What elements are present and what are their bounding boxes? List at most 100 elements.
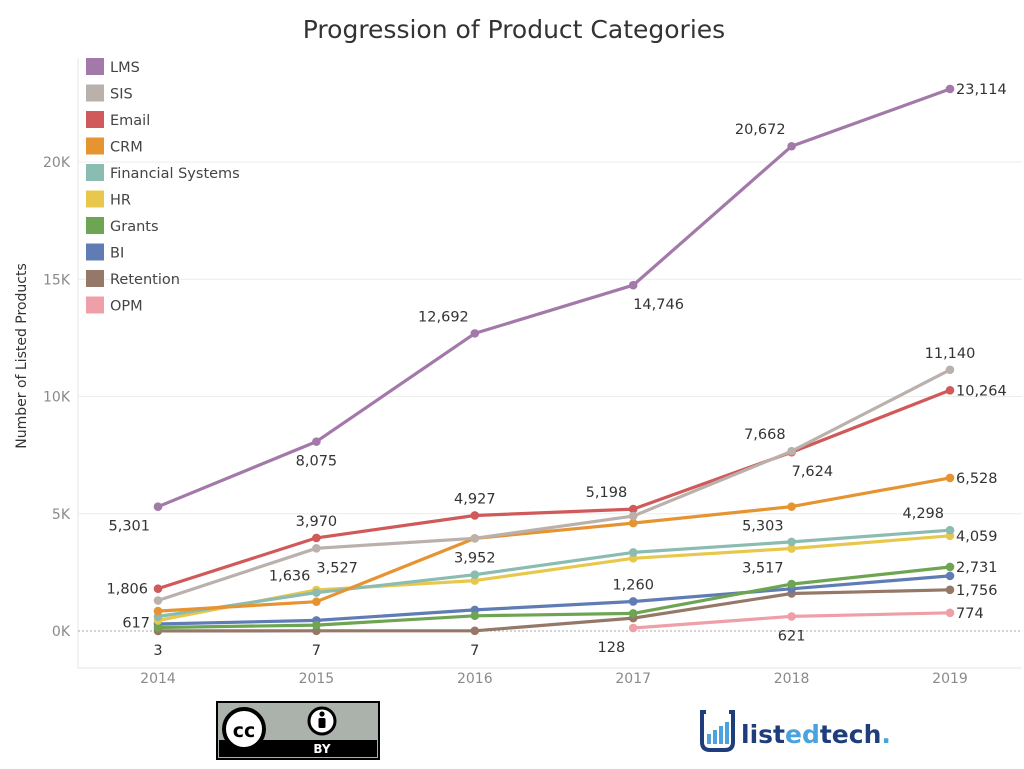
data-point xyxy=(470,329,480,338)
data-label: 6,528 xyxy=(956,471,998,487)
data-point xyxy=(312,533,321,543)
data-label: 3,952 xyxy=(454,550,496,566)
data-point xyxy=(153,502,163,511)
data-label: 3,970 xyxy=(296,514,338,530)
data-point xyxy=(945,365,955,375)
data-point xyxy=(312,588,321,597)
legend-label: CRM xyxy=(110,140,143,156)
legend-swatch xyxy=(86,111,104,128)
legend-item-grants: Grants xyxy=(86,217,159,235)
legend-item-retention: Retention xyxy=(86,270,180,288)
series-line-bi xyxy=(156,574,952,626)
legend-item-crm: CRM xyxy=(86,137,143,156)
legend: LMS SIS Email CRM Financial Systems HR Grants B… xyxy=(86,58,240,315)
data-point xyxy=(153,584,163,593)
data-label: 12,692 xyxy=(418,309,469,325)
series-line-grants xyxy=(156,565,952,630)
data-point xyxy=(628,597,638,606)
data-label: 1,260 xyxy=(612,577,654,593)
data-label: 5,198 xyxy=(586,485,628,501)
series-line-sis xyxy=(156,368,952,603)
legend-swatch xyxy=(86,217,104,234)
legend-label: Email xyxy=(110,113,150,129)
listedtech-logo: listedtech. xyxy=(700,710,891,752)
data-label: 7 xyxy=(470,643,479,659)
legend-swatch xyxy=(86,296,104,314)
data-label: 2,731 xyxy=(956,560,998,576)
cc-by-license-badge: cc BY xyxy=(216,701,380,760)
series-opm xyxy=(628,608,955,633)
data-point xyxy=(628,609,638,618)
data-label: 5,301 xyxy=(108,519,150,535)
data-label: 4,927 xyxy=(454,491,496,507)
data-point xyxy=(470,570,480,580)
data-label: 617 xyxy=(122,616,150,632)
series-line-financial-systems xyxy=(156,528,952,619)
data-label: 1,636 xyxy=(269,569,311,585)
legend-swatch xyxy=(86,243,104,261)
legend-label: Financial Systems xyxy=(110,166,240,182)
data-label: 621 xyxy=(778,628,806,644)
x-tick-label: 2019 xyxy=(932,671,968,687)
series-sis xyxy=(153,365,955,605)
data-point xyxy=(312,597,321,606)
data-point xyxy=(153,606,163,616)
data-point xyxy=(628,511,638,521)
legend-swatch xyxy=(86,270,104,287)
wordmark-part-list: list xyxy=(741,720,785,749)
data-point xyxy=(945,473,955,483)
legend-item-hr: HR xyxy=(86,190,131,209)
series-line-lms xyxy=(156,87,952,509)
legend-label: OPM xyxy=(110,299,143,315)
data-point xyxy=(945,525,955,535)
data-label: 11,140 xyxy=(925,346,976,362)
x-tick-labels: 2014 2015 2016 2017 2018 2019 xyxy=(140,671,968,687)
gridlines xyxy=(78,161,1022,632)
data-point xyxy=(787,502,796,511)
data-point xyxy=(787,579,796,589)
series-financial-systems xyxy=(153,525,955,621)
data-point xyxy=(628,548,638,557)
series-lms xyxy=(153,84,955,511)
data-label: 128 xyxy=(598,640,626,656)
data-label: 4,059 xyxy=(956,529,998,545)
series-line-crm xyxy=(156,476,952,613)
data-label: 3 xyxy=(153,643,162,659)
listedtech-bar-chart-icon xyxy=(700,710,735,752)
data-label: 3,527 xyxy=(316,560,358,576)
data-point xyxy=(945,386,955,395)
legend-label: Grants xyxy=(110,219,159,235)
y-tick-label: 0K xyxy=(52,624,71,640)
chart-title: Progression of Product Categories xyxy=(303,15,725,44)
data-label: 14,746 xyxy=(633,297,684,313)
by-label: BY xyxy=(313,742,330,756)
data-point xyxy=(153,596,163,605)
legend-label: Retention xyxy=(110,272,180,288)
wordmark-part-dot: . xyxy=(881,720,891,749)
data-point xyxy=(628,504,638,514)
data-point xyxy=(787,537,796,547)
data-labels: 5,301 8,075 12,692 14,746 20,672 23,114 3,527 3… xyxy=(106,82,1006,659)
data-point xyxy=(787,141,796,151)
x-tick-label: 2015 xyxy=(299,671,335,687)
y-axis-label: Number of Listed Products xyxy=(14,263,30,449)
series-lines xyxy=(153,84,955,636)
data-point xyxy=(470,534,480,543)
cc-icon xyxy=(222,707,266,751)
data-point xyxy=(312,543,321,553)
data-label: 23,114 xyxy=(956,82,1007,98)
data-point xyxy=(628,623,638,633)
legend-item-email: Email xyxy=(86,111,150,129)
y-tick-label: 10K xyxy=(43,390,71,406)
cc-icon-letters: cc xyxy=(233,720,256,742)
listedtech-wordmark: listedtech. xyxy=(741,720,891,749)
wordmark-part-tech: tech xyxy=(820,720,882,749)
legend-label: LMS xyxy=(110,60,140,76)
data-label: 5,303 xyxy=(742,519,784,535)
data-point xyxy=(470,626,480,636)
wordmark-part-ed: ed xyxy=(785,720,820,749)
data-label: 3,517 xyxy=(742,561,784,577)
legend-swatch xyxy=(86,164,104,181)
data-label: 4,298 xyxy=(902,506,944,522)
